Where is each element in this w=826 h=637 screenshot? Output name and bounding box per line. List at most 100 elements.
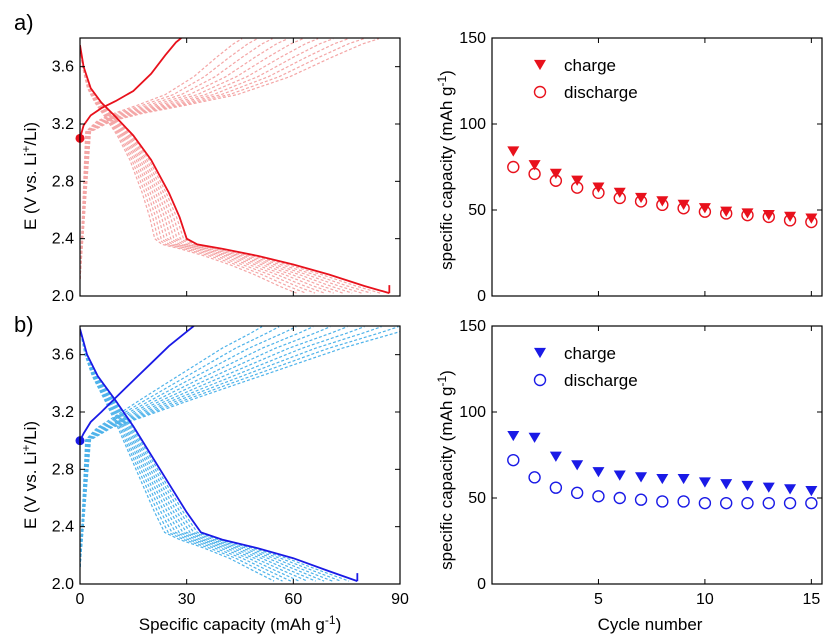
x-tick-label: 5 [594, 591, 603, 608]
charge-point [549, 451, 562, 462]
later-charge-curve [80, 38, 380, 279]
legend-charge-marker [534, 347, 546, 359]
y-axis-label-capacity-b: specific capacity (mAh g-1) [435, 370, 456, 570]
later-discharge-curve [80, 45, 325, 294]
later-charge-curve [80, 326, 382, 567]
later-discharge-curve [80, 328, 308, 582]
plot-frame [79, 37, 401, 297]
x-tick-label: 60 [284, 591, 302, 608]
later-discharge-curve [80, 45, 297, 294]
x-tick-label: 15 [802, 591, 820, 608]
later-discharge-curve [80, 45, 316, 294]
later-charge-curve [80, 326, 331, 567]
discharge-point [762, 496, 775, 510]
legend-discharge-marker [533, 85, 547, 99]
later-discharge-curve [80, 328, 300, 582]
charge-point [677, 199, 690, 210]
plot-frame [491, 325, 823, 585]
later-discharge-curve [80, 328, 275, 582]
discharge-point [698, 205, 712, 218]
voltage-profile-plot-b: 2.0 2.4 2.8 3.2 3.6 0 30 60 90 [52, 325, 409, 608]
y-axis-label-voltage-b: E (V vs. Li+/Li) [19, 421, 40, 529]
discharge-point [613, 491, 626, 505]
later-discharge-curve [80, 328, 333, 582]
y-tick-label: 2.8 [52, 461, 74, 478]
discharge-point [719, 496, 733, 510]
discharge-point [805, 496, 818, 510]
y-tick-label: 0 [477, 576, 486, 593]
y-tick-label: 0 [477, 288, 486, 305]
plot-frame [79, 325, 401, 585]
discharge-point [570, 486, 584, 500]
charge-point [805, 213, 818, 224]
first-charge-curve [80, 326, 195, 442]
x-tick-label: 90 [391, 591, 409, 608]
later-charge-curve [80, 38, 319, 279]
charge-point [592, 467, 605, 478]
later-charge-curve [80, 38, 273, 279]
discharge-point [549, 481, 563, 494]
charge-point [805, 486, 818, 497]
later-discharge-curve [80, 45, 362, 294]
y-tick-label: 2.0 [52, 576, 74, 593]
y-tick-label: 3.2 [52, 404, 74, 421]
discharge-point [570, 181, 584, 194]
capacity-vs-cycle-plot-b: charge discharge 0 50 100 150 5 10 15 [459, 318, 823, 608]
charge-point [635, 472, 648, 483]
first-charge-curve [80, 38, 182, 139]
later-charge-curve [80, 326, 348, 567]
discharge-point [634, 493, 648, 506]
discharge-point [762, 210, 775, 224]
charge-point [698, 203, 711, 214]
y-tick-label: 2.0 [52, 288, 74, 305]
y-tick-label: 100 [459, 116, 486, 133]
later-charge-curve [80, 38, 364, 279]
later-charge-curve [80, 326, 263, 567]
y-tick-label: 150 [459, 30, 486, 47]
charge-point [613, 470, 626, 481]
discharge-point [677, 202, 690, 215]
discharge-point [528, 167, 541, 181]
discharge-point [528, 471, 541, 484]
curve-area [80, 326, 400, 582]
legend-charge-label: charge [564, 56, 616, 75]
y-tick-label: 50 [468, 490, 486, 507]
discharge-point [741, 496, 754, 510]
later-charge-curve [80, 326, 280, 567]
discharge-point [805, 215, 818, 229]
later-charge-curve [80, 326, 314, 567]
charge-point [656, 473, 669, 485]
first-discharge-curve [80, 328, 358, 582]
x-tick-label: 10 [696, 591, 714, 608]
y-axis-label-voltage-a: E (V vs. Li+/Li) [19, 122, 40, 230]
later-charge-curve [80, 326, 365, 567]
legend-charge-marker [534, 59, 546, 71]
discharge-point [507, 160, 520, 174]
discharge-point [677, 495, 690, 508]
discharge-point [634, 195, 648, 208]
later-discharge-curve [80, 328, 316, 582]
later-discharge-curve [80, 45, 334, 294]
legend-discharge-label: discharge [564, 371, 638, 390]
charge-point [528, 432, 541, 443]
plot-frame [491, 37, 823, 297]
discharge-point [783, 496, 797, 510]
later-charge-curve [80, 330, 400, 567]
y-tick-label: 3.6 [52, 347, 74, 364]
discharge-point [592, 186, 605, 200]
charge-point [677, 473, 690, 485]
later-charge-curve [80, 326, 399, 567]
charge-point [741, 480, 754, 492]
legend-discharge-marker [533, 373, 547, 387]
discharge-point [656, 198, 669, 212]
charge-point [720, 479, 733, 490]
y-tick-label: 2.4 [52, 519, 74, 536]
y-axis-label-capacity-a: specific capacity (mAh g-1) [435, 70, 456, 270]
charge-point [656, 196, 669, 207]
capacity-vs-cycle-plot-a: charge discharge 0 50 100 150 [459, 30, 823, 305]
curve-area [80, 38, 390, 294]
y-tick-label: 2.4 [52, 231, 74, 248]
charge-point [784, 211, 797, 222]
discharge-point [698, 496, 712, 510]
